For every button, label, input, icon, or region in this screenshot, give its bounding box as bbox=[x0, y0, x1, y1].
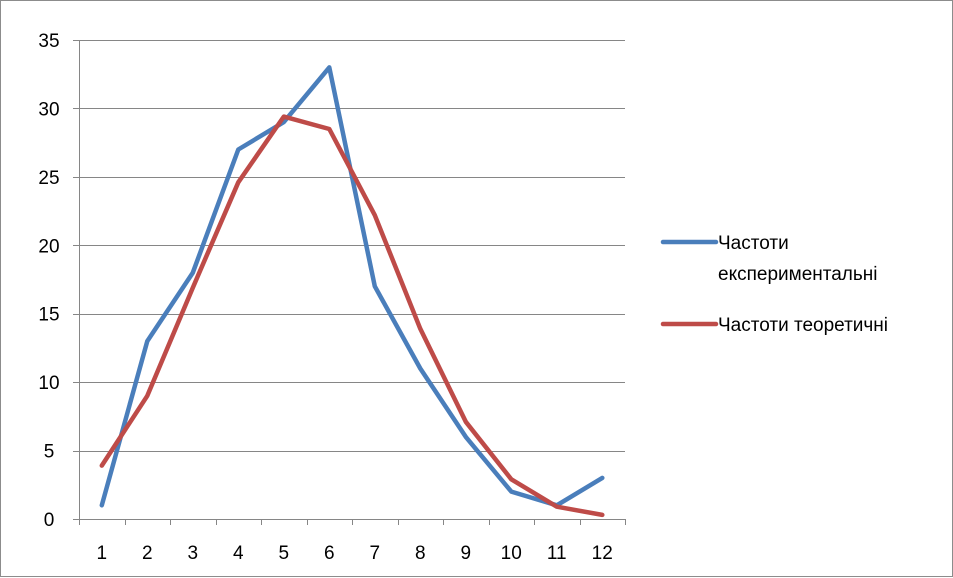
x-tick-label: 5 bbox=[278, 543, 289, 564]
series-line-1 bbox=[99, 65, 605, 508]
x-tick-label: 10 bbox=[501, 543, 522, 564]
y-tick-label: 0 bbox=[44, 510, 55, 531]
x-tick-label: 12 bbox=[592, 543, 613, 564]
x-tick-label: 9 bbox=[460, 543, 471, 564]
y-tick-label: 20 bbox=[38, 236, 59, 257]
x-tick-label: 8 bbox=[415, 543, 426, 564]
x-tick-label: 4 bbox=[233, 543, 244, 564]
y-tick-label: 30 bbox=[38, 99, 59, 120]
x-tick-label: 1 bbox=[96, 543, 107, 564]
series-line-2 bbox=[99, 114, 605, 518]
y-tick-label: 15 bbox=[38, 305, 59, 326]
x-tick-label: 6 bbox=[324, 543, 335, 564]
legend-label-1: експериментальні bbox=[718, 264, 878, 285]
y-tick-label: 5 bbox=[44, 442, 55, 463]
y-tick-label: 25 bbox=[38, 168, 59, 189]
x-tick-label: 11 bbox=[547, 543, 567, 564]
y-tick-label: 35 bbox=[38, 31, 59, 52]
x-tick-label: 3 bbox=[187, 543, 198, 564]
y-tick-label: 10 bbox=[38, 373, 59, 394]
x-tick-label: 7 bbox=[369, 543, 380, 564]
legend-label-1: Частоти bbox=[718, 233, 789, 254]
legend-label-2: Частоти теоретичні bbox=[718, 315, 888, 336]
x-tick-label: 2 bbox=[142, 543, 153, 564]
